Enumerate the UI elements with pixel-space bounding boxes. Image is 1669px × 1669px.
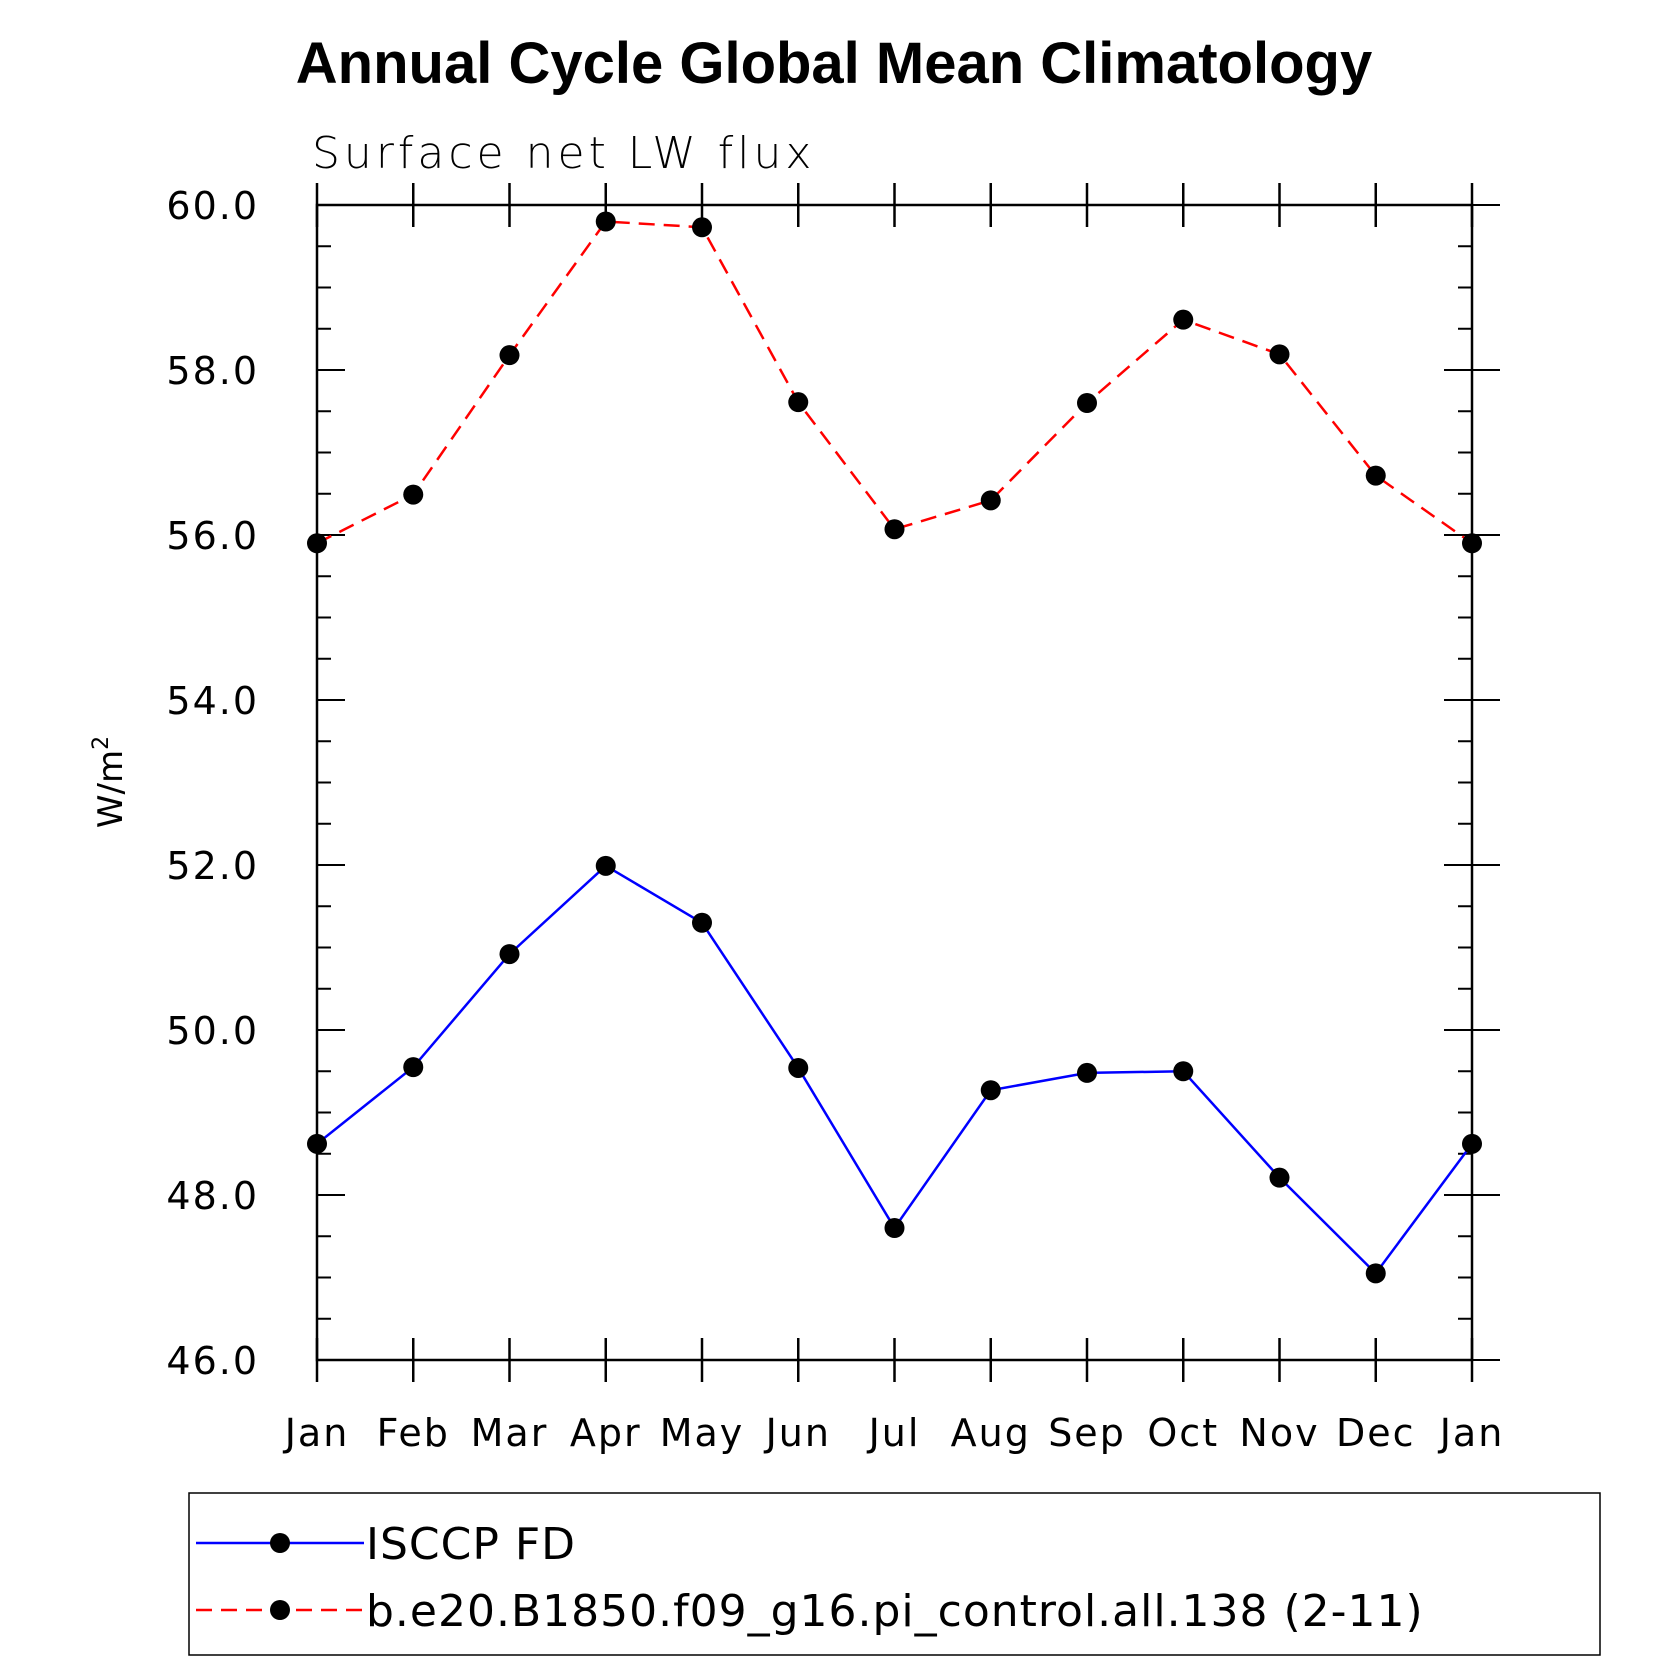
x-tick-label: Nov: [1239, 1411, 1319, 1455]
series-1-point: [307, 533, 327, 554]
series-1-point: [980, 490, 1001, 511]
series-0-point: [499, 944, 520, 965]
series-0-point: [1365, 1263, 1386, 1284]
series-0-point: [980, 1080, 1001, 1101]
y-axis-label-text: W/m: [91, 750, 131, 828]
series-1-point: [499, 345, 520, 366]
series-0-point: [692, 912, 712, 933]
y-tick-label: 56.0: [166, 514, 259, 558]
series-1-point: [1269, 344, 1290, 365]
series-0-point: [595, 855, 616, 876]
legend-box: [188, 1492, 1601, 1656]
x-tick-label: Mar: [471, 1411, 549, 1455]
x-tick-label: Apr: [570, 1411, 642, 1455]
series-line-1: [316, 220, 1473, 545]
y-tick-label: 58.0: [166, 349, 259, 393]
chart-title: Annual Cycle Global Mean Climatology: [296, 31, 1372, 96]
x-tick-label: Dec: [1336, 1411, 1416, 1455]
series-0-point: [1269, 1167, 1290, 1188]
x-axis-tick-labels: Jan Feb Mar Apr May Jun Jul Aug Sep Oct Nov Dec Jan: [283, 1411, 1505, 1455]
series-1-point: [1365, 465, 1386, 486]
x-tick-label: May: [660, 1411, 745, 1455]
legend-marker-0: [270, 1533, 290, 1553]
series-1-point: [1077, 393, 1097, 413]
series-0-point: [1462, 1133, 1482, 1154]
y-axis-label-superscript: 2: [89, 736, 114, 750]
axis-ticks: [315, 183, 1500, 1382]
series-0-point: [1173, 1061, 1194, 1082]
plot-frame: [315, 203, 1474, 1362]
x-tick-label: Sep: [1048, 1411, 1126, 1455]
x-tick-label: Oct: [1147, 1411, 1219, 1455]
series-0-point: [884, 1218, 905, 1238]
series-1-point: [788, 392, 809, 413]
y-tick-label: 46.0: [166, 1339, 259, 1383]
legend-marker-1: [270, 1600, 290, 1620]
x-tick-label: Jul: [867, 1411, 921, 1455]
series-0-point: [403, 1057, 424, 1078]
y-axis-label: W/m2: [89, 736, 131, 828]
series-1-point: [692, 217, 712, 238]
series-1-point: [595, 211, 616, 232]
series-1-point: [884, 519, 905, 540]
x-tick-label: Jan: [283, 1411, 350, 1455]
x-tick-label: Jan: [1438, 1411, 1505, 1455]
series-1-point: [1462, 533, 1482, 554]
y-tick-label: 50.0: [166, 1009, 259, 1053]
series-group: [307, 211, 1482, 1284]
x-tick-label: Feb: [377, 1411, 450, 1455]
series-line-0: [316, 864, 1474, 1276]
y-tick-label: 48.0: [166, 1174, 259, 1218]
legend-label-0: ISCCP FD: [366, 1519, 576, 1570]
legend-label-1: b.e20.B1850.f09_g16.pi_control.all.138 (…: [366, 1586, 1424, 1637]
y-tick-label: 54.0: [166, 679, 259, 723]
legend: ISCCP FD b.e20.B1850.f09_g16.pi_control.a…: [196, 1519, 1424, 1637]
y-axis-tick-labels: 46.0 48.0 50.0 52.0 54.0 56.0 58.0 60.0: [166, 184, 259, 1383]
chart-subtitle: Surface net LW flux: [312, 128, 815, 179]
x-tick-label: Jun: [764, 1411, 831, 1455]
series-1-point: [1173, 309, 1194, 330]
series-0-point: [307, 1133, 327, 1154]
series-1-point: [403, 484, 424, 505]
y-tick-label: 52.0: [166, 844, 259, 888]
series-0-point: [788, 1057, 809, 1078]
y-tick-label: 60.0: [166, 184, 259, 228]
series-0-point: [1077, 1062, 1097, 1083]
x-tick-label: Aug: [951, 1411, 1031, 1455]
